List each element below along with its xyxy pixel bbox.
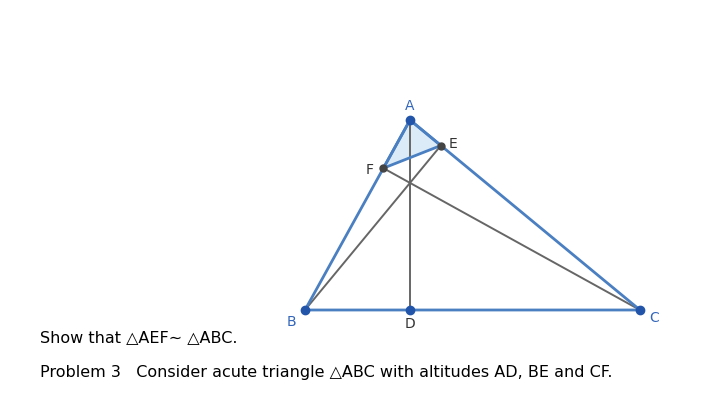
Text: F: F <box>365 163 374 177</box>
Text: Show that △AEF∼ △ABC.: Show that △AEF∼ △ABC. <box>40 330 237 345</box>
Polygon shape <box>383 120 441 168</box>
Text: Problem 3   Consider acute triangle △ABC with altitudes AD, BE and CF.: Problem 3 Consider acute triangle △ABC w… <box>40 365 612 380</box>
Text: A: A <box>405 99 415 113</box>
Text: D: D <box>405 317 415 331</box>
Text: B: B <box>286 315 296 329</box>
Text: E: E <box>449 136 457 151</box>
Text: C: C <box>649 311 659 325</box>
